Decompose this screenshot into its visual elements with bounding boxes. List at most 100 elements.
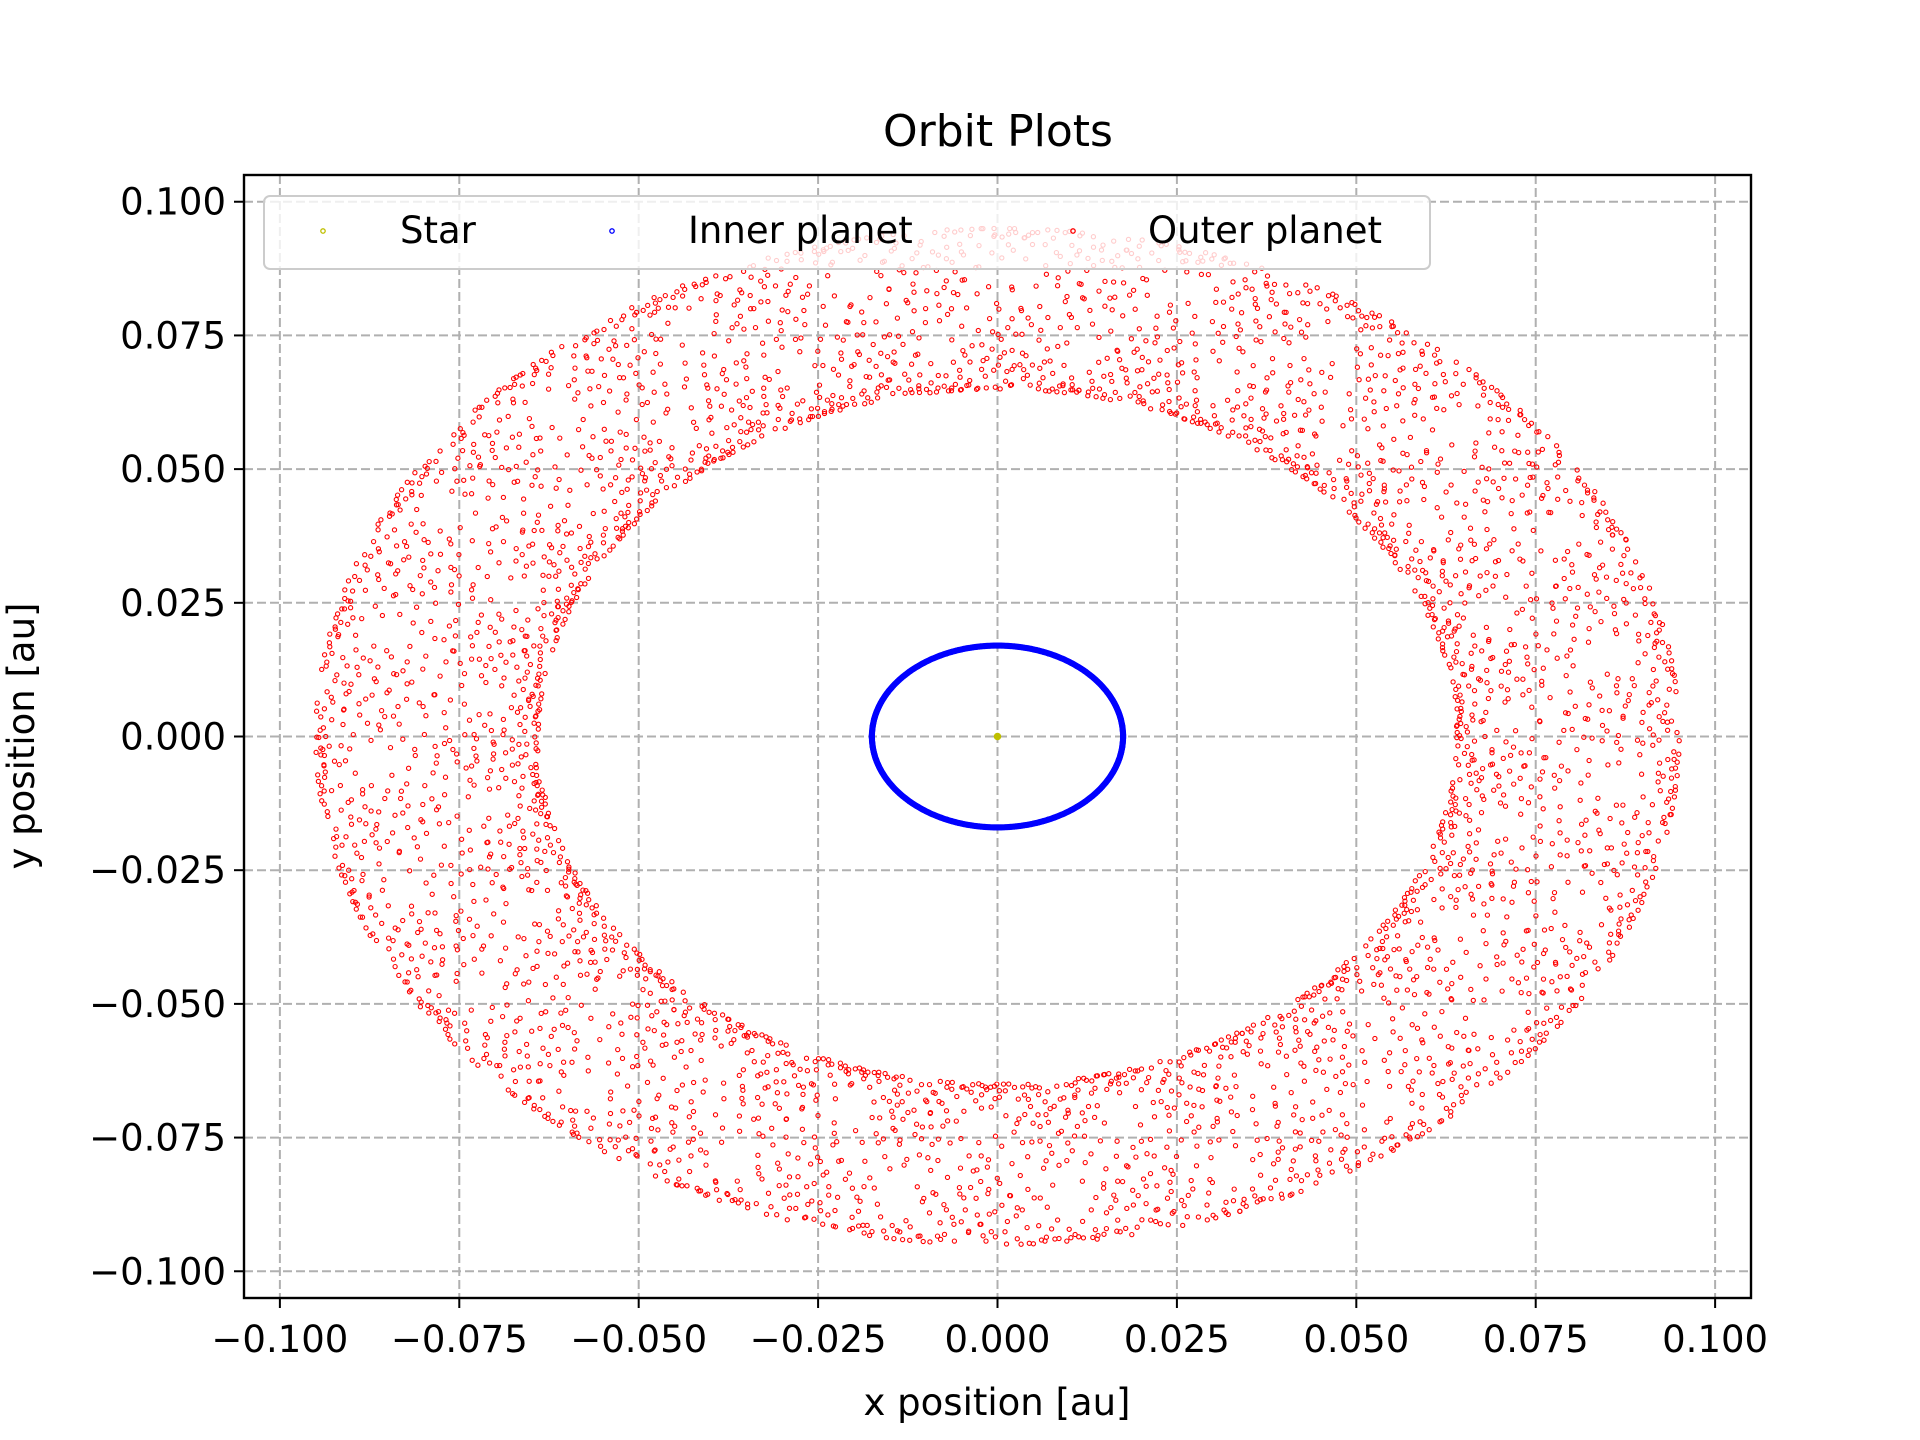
outer-planet-point — [1237, 1208, 1243, 1214]
outer-planet-point — [1234, 404, 1241, 410]
outer-planet-point — [1417, 919, 1424, 925]
outer-planet-point — [1312, 1153, 1319, 1159]
outer-planet-point — [1378, 457, 1384, 464]
outer-planet-point — [943, 278, 949, 284]
outer-planet-point — [1350, 1033, 1356, 1039]
outer-planet-point — [832, 1096, 839, 1102]
outer-planet-point — [1466, 817, 1473, 823]
outer-planet-point — [537, 650, 544, 656]
outer-planet-point — [813, 1097, 819, 1103]
outer-planet-point — [1480, 497, 1486, 503]
outer-planet-point — [1562, 922, 1568, 929]
outer-planet-point — [1288, 324, 1294, 330]
outer-planet-point — [1669, 666, 1675, 672]
outer-planet-point — [540, 792, 546, 798]
outer-planet-point — [1639, 832, 1645, 839]
outer-planet-point — [1254, 1137, 1260, 1143]
outer-planet-point — [1448, 788, 1454, 794]
outer-planet-point — [595, 975, 601, 981]
outer-planet-point — [1432, 937, 1438, 944]
outer-planet-point — [563, 531, 570, 537]
outer-planet-point — [1234, 1112, 1240, 1119]
outer-planet-point — [1371, 399, 1377, 405]
outer-planet-point — [1295, 290, 1301, 296]
outer-planet-point — [1402, 1047, 1408, 1054]
outer-planet-point — [1308, 1137, 1315, 1144]
outer-planet-point — [1518, 795, 1525, 802]
outer-planet-point — [962, 352, 968, 358]
outer-planet-point — [465, 794, 471, 800]
outer-planet-point — [1056, 1162, 1062, 1168]
outer-planet-point — [476, 656, 483, 662]
outer-planet-point — [785, 1051, 791, 1057]
outer-planet-point — [735, 1022, 741, 1028]
outer-planet-point — [1192, 402, 1198, 409]
outer-planet-point — [1468, 780, 1474, 786]
outer-planet-point — [1261, 415, 1267, 421]
outer-planet-point — [1239, 1030, 1245, 1037]
outer-planet-point — [335, 633, 341, 640]
outer-planet-point — [1092, 1085, 1098, 1091]
outer-planet-point — [1535, 643, 1541, 649]
outer-planet-point — [713, 1027, 719, 1034]
outer-planet-point — [1410, 977, 1417, 983]
outer-planet-point — [486, 643, 492, 650]
outer-planet-point — [1019, 1207, 1025, 1213]
outer-planet-point — [1233, 1083, 1239, 1090]
outer-planet-point — [1372, 1035, 1378, 1042]
outer-planet-point — [1048, 1226, 1055, 1232]
outer-planet-point — [1009, 347, 1015, 354]
outer-planet-point — [1326, 470, 1332, 476]
outer-planet-point — [467, 866, 473, 873]
outer-planet-point — [1055, 1130, 1062, 1136]
outer-planet-point — [1401, 910, 1407, 916]
outer-planet-point — [498, 839, 504, 845]
outer-planet-point — [1665, 756, 1671, 763]
outer-planet-point — [1061, 1095, 1067, 1101]
outer-planet-point — [511, 692, 517, 698]
outer-planet-point — [534, 821, 540, 827]
outer-planet-point — [623, 397, 629, 403]
outer-planet-point — [1528, 878, 1534, 885]
outer-planet-point — [1295, 396, 1301, 403]
outer-planet-point — [793, 274, 799, 281]
outer-planet-point — [719, 1125, 726, 1131]
outer-planet-point — [1591, 497, 1597, 503]
outer-planet-point — [1340, 1009, 1346, 1015]
outer-planet-point — [777, 320, 783, 326]
outer-planet-point — [1450, 1102, 1457, 1108]
outer-planet-point — [508, 575, 514, 581]
outer-planet-point — [522, 675, 528, 681]
outer-planet-point — [820, 1172, 826, 1178]
outer-planet-point — [1045, 1089, 1051, 1095]
outer-planet-point — [488, 933, 494, 939]
outer-planet-point — [718, 403, 725, 409]
outer-planet-point — [1511, 879, 1518, 885]
outer-planet-point — [385, 560, 392, 566]
outer-planet-point — [1397, 488, 1403, 494]
outer-planet-point — [1596, 565, 1603, 571]
outer-planet-point — [1439, 849, 1445, 856]
outer-planet-point — [961, 1108, 967, 1114]
outer-planet-point — [451, 1010, 458, 1016]
outer-planet-point — [1447, 600, 1453, 606]
outer-planet-point — [1344, 478, 1350, 484]
outer-planet-point — [657, 361, 664, 367]
outer-planet-point — [441, 709, 447, 716]
outer-planet-point — [1427, 605, 1433, 611]
outer-planet-point — [1139, 354, 1145, 361]
outer-planet-point — [1045, 1119, 1052, 1125]
outer-planet-point — [1179, 1080, 1185, 1086]
outer-planet-point — [1210, 348, 1216, 354]
outer-planet-point — [1414, 1134, 1421, 1140]
outer-planet-point — [438, 469, 445, 476]
outer-planet-point — [1409, 476, 1415, 482]
outer-planet-point — [1431, 548, 1437, 554]
outer-planet-point — [948, 388, 955, 394]
outer-planet-point — [1563, 944, 1569, 951]
outer-planet-point — [1558, 1019, 1564, 1026]
outer-planet-point — [1597, 509, 1603, 515]
outer-planet-point — [1539, 446, 1546, 453]
outer-planet-point — [1339, 976, 1346, 982]
outer-planet-point — [1267, 447, 1273, 454]
